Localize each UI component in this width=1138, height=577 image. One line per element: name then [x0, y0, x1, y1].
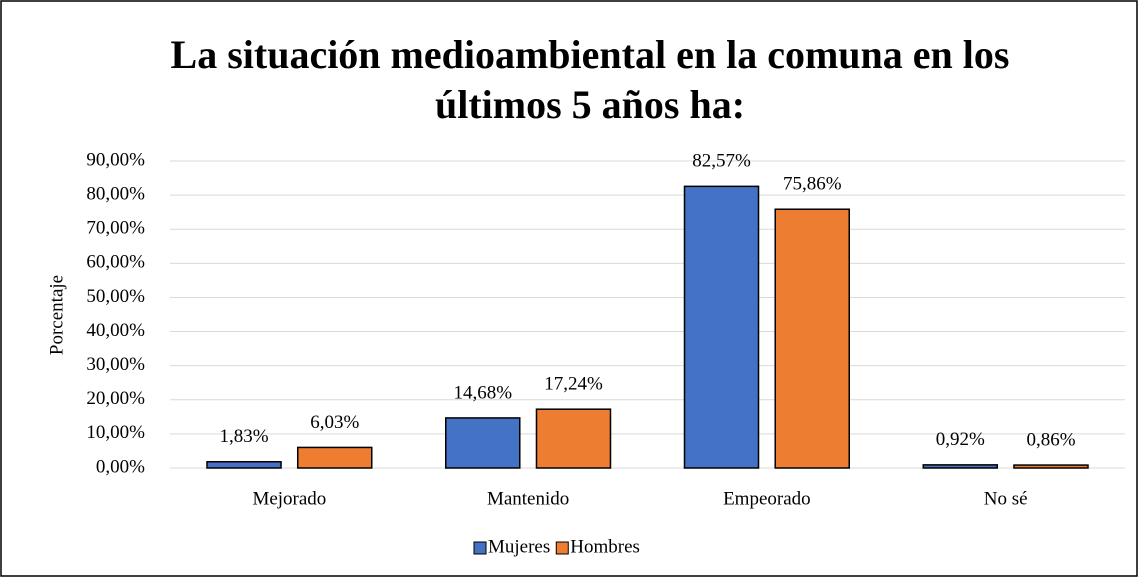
value-label: 0,92% — [936, 429, 985, 450]
bar — [535, 408, 612, 469]
y-tick-label: 40,00% — [86, 320, 145, 341]
x-tick-label: Empeorado — [723, 488, 811, 509]
legend-swatch — [473, 541, 487, 555]
legend-label: Mujeres — [488, 536, 550, 557]
bar — [445, 417, 521, 469]
bar — [683, 185, 760, 469]
y-tick-label: 30,00% — [86, 354, 145, 375]
y-tick-label: 0,00% — [96, 456, 145, 477]
bar — [1013, 464, 1089, 469]
y-tick-label: 60,00% — [86, 252, 145, 273]
x-tick-label: Mantenido — [487, 488, 569, 509]
x-tick-label: No sé — [984, 488, 1028, 509]
y-tick-label: 10,00% — [86, 422, 145, 443]
value-label: 6,03% — [310, 412, 359, 433]
bar — [922, 464, 999, 469]
legend-swatch — [555, 541, 569, 555]
y-tick-label: 20,00% — [86, 388, 145, 409]
y-axis-label: Porcentaje — [46, 275, 67, 355]
x-tick-label: Mejorado — [252, 488, 326, 509]
value-label: 0,86% — [1026, 429, 1075, 450]
y-tick-label: 80,00% — [86, 183, 145, 204]
legend-label: Hombres — [570, 536, 640, 557]
y-tick-label: 90,00% — [86, 149, 145, 170]
y-tick-label: 50,00% — [86, 286, 145, 307]
bar — [206, 461, 282, 469]
value-label: 14,68% — [453, 382, 512, 403]
bar — [774, 208, 850, 469]
value-label: 17,24% — [544, 374, 603, 395]
value-label: 82,57% — [692, 151, 751, 172]
chart-title: La situación medioambiental en la comuna… — [170, 32, 1010, 127]
y-tick-label: 70,00% — [86, 218, 145, 239]
bar — [296, 446, 373, 469]
value-label: 1,83% — [219, 426, 268, 447]
value-label: 75,86% — [783, 174, 842, 195]
